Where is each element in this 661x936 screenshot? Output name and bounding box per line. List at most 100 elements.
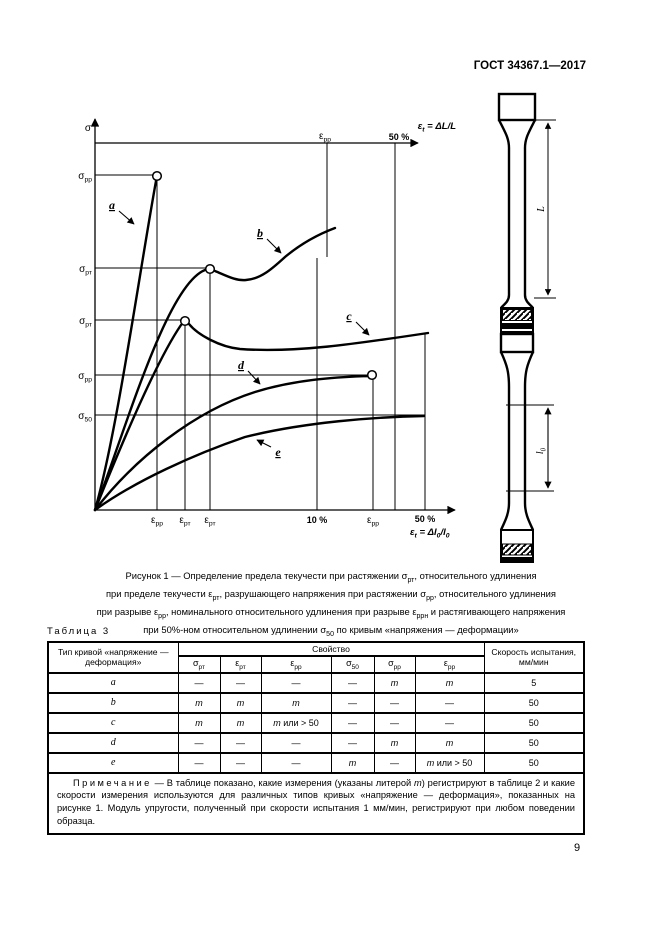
- specimen1-left-edge: [497, 119, 511, 309]
- break-point-d: [366, 369, 378, 381]
- speed-cell: 50: [483, 751, 585, 774]
- specimen-drawing-top: L: [497, 92, 556, 333]
- figure-caption: Рисунок 1 — Определение предела текучест…: [38, 569, 624, 641]
- sigma-reference-lines: [95, 174, 425, 416]
- specimen-drawing-bottom: l0: [499, 332, 554, 563]
- x-axis-top-tick-epp: εрр: [319, 131, 331, 144]
- figure-1-diagram: σ εt = ΔL/L 50 % εрр σрр σрт σрт σрр σ50…: [78, 92, 556, 563]
- leader-e: [256, 439, 272, 448]
- break-point-a: [151, 170, 163, 182]
- curve-label-e: e: [275, 445, 281, 459]
- cell: m: [177, 711, 221, 734]
- x-label-10pct: 10 %: [307, 515, 328, 525]
- cell: m: [373, 731, 416, 754]
- y-axis-title: σ: [85, 123, 92, 134]
- leader-c: [355, 321, 370, 336]
- table-header-row-2: σрт εрт εрр σ50 σрр εрр: [48, 655, 584, 674]
- table-header-row-1: Тип кривой «напряжение — деформация» Свой…: [47, 641, 585, 674]
- specimen1-bottom-grip: [500, 307, 534, 333]
- curve-a: [93, 179, 158, 512]
- specimen1-dimension: [534, 119, 556, 299]
- cell: m или > 50: [414, 751, 485, 774]
- page-number: 9: [574, 842, 581, 854]
- col-header-eps-pt: εрт: [219, 655, 262, 674]
- curve-type-cell: c: [47, 711, 179, 734]
- table-row-c: c m m m или > 50 — — — 50: [47, 711, 585, 734]
- cell: —: [177, 751, 221, 774]
- speed-cell: 50: [483, 711, 585, 734]
- col-header-sigma-pt: σрт: [177, 655, 221, 674]
- cell: —: [330, 671, 375, 694]
- cell: —: [219, 751, 262, 774]
- cell: —: [260, 731, 332, 754]
- col-header-sigma-50: σ50: [330, 655, 375, 674]
- y-label-sigma-pp-1: σрр: [78, 171, 92, 184]
- curve-c-post-yield: [187, 322, 430, 352]
- label-leaders: [118, 210, 370, 448]
- cell: —: [260, 671, 332, 694]
- y-label-sigma-pt-2: σрт: [79, 316, 92, 329]
- table-3-section: Таблица 3 Тип кривой «напряжение — деформ…: [47, 626, 585, 836]
- curve-c: [93, 323, 183, 512]
- yield-point-b: [204, 263, 216, 275]
- curve-label-d: d: [238, 358, 245, 372]
- specimen1-top-grip: [497, 92, 537, 122]
- stress-strain-chart: [90, 118, 456, 515]
- note-paragraph: Примечание — В таблице показано, какие и…: [57, 777, 575, 827]
- epsilon-reference-lines: [156, 143, 426, 510]
- curve-label-a: a: [109, 198, 115, 212]
- specimen2-right-edge: [523, 351, 535, 531]
- cell: —: [177, 671, 221, 694]
- table-row-b: b m m m — — — 50: [47, 691, 585, 714]
- chart-text: σ εt = ΔL/L 50 % εрр σрр σрт σрт σрр σ50…: [78, 121, 456, 540]
- caption-line-2: при пределе текучести εрт, разрушающего …: [105, 587, 556, 602]
- cell: m: [373, 671, 416, 694]
- cell: m: [414, 731, 485, 754]
- specimen1-hatch-band: [502, 309, 532, 321]
- y-label-sigma-50: σ50: [78, 411, 92, 424]
- cell: —: [330, 691, 375, 714]
- x-label-ept-2: εрт: [204, 515, 215, 528]
- cell: —: [330, 731, 375, 754]
- note-label: Примечание: [73, 777, 152, 788]
- yield-point-c: [179, 315, 191, 327]
- specimen2-hatch-band: [502, 543, 532, 556]
- specimen1-right-edge: [523, 119, 537, 309]
- curve-label-c: c: [346, 309, 352, 323]
- cell: m: [260, 691, 332, 714]
- col-group-header-property: Свойство: [177, 641, 485, 657]
- col-header-eps-pp-2: εрр: [414, 655, 485, 674]
- cell: m: [177, 691, 221, 714]
- note-text: — В таблице показано, какие измерения (у…: [57, 777, 576, 826]
- cell: —: [330, 711, 375, 734]
- cell: —: [177, 731, 221, 754]
- cell: m или > 50: [260, 711, 332, 734]
- speed-cell: 50: [483, 731, 585, 754]
- col-header-curve-type: Тип кривой «напряжение — деформация»: [47, 641, 179, 674]
- curve-label-b: b: [257, 226, 263, 240]
- table-row-a: a — — — — m m 5: [47, 671, 585, 694]
- col-header-sigma-pp: σрр: [373, 655, 416, 674]
- cell: —: [260, 751, 332, 774]
- curve-d: [93, 374, 370, 512]
- curve-type-cell: d: [47, 731, 179, 754]
- x-axis-bottom-title: εt = Δl0/l0: [410, 527, 450, 540]
- document-header: ГОСТ 34367.1—2017: [473, 60, 586, 72]
- x-axis-top-title: εt = ΔL/L: [418, 121, 456, 134]
- curve-type-cell: e: [47, 751, 179, 774]
- col-header-eps-pp: εрр: [260, 655, 332, 674]
- specimen1-grip-bar: [501, 323, 533, 329]
- curves: [93, 179, 430, 512]
- x-label-ept-1: εрт: [179, 515, 190, 528]
- cell: —: [414, 691, 485, 714]
- caption-line-1: Рисунок 1 — Определение предела текучест…: [125, 570, 537, 584]
- x-label-epp-1: εрр: [151, 515, 163, 528]
- specimen2-top-grip: [499, 332, 535, 354]
- y-label-sigma-pt-1: σрт: [79, 264, 92, 277]
- cell: —: [373, 711, 416, 734]
- caption-line-3: при разрыве εрр, номинального относитель…: [96, 605, 566, 620]
- leader-a: [118, 210, 135, 225]
- x-axis-top-tick-50: 50 %: [389, 132, 410, 142]
- cell: —: [414, 711, 485, 734]
